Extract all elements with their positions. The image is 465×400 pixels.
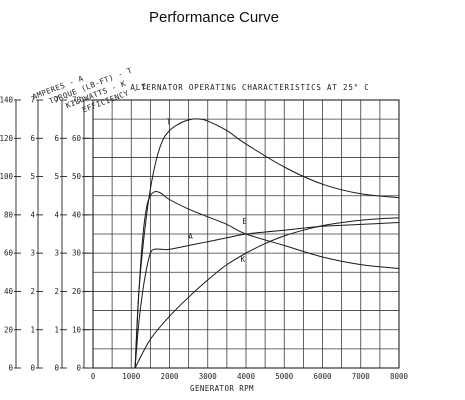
scale-torque: 0 1 2 3 4 5 6 7 — [30, 96, 43, 373]
scale-tick-label: 0 — [8, 364, 13, 373]
x-axis-label: GENERATOR RPM — [190, 384, 254, 393]
series-curves: T E A K — [134, 118, 400, 369]
x-tick-label: 8000 — [390, 372, 409, 381]
scale-kilowatts: 0 1 2 3 4 5 6 7 — [54, 96, 67, 373]
scale-tick-label: 2 — [54, 287, 59, 296]
scale-tick-label: 4 — [30, 210, 35, 219]
scale-tick-label: 30 — [72, 249, 82, 258]
scale-tick-label: 5 — [30, 172, 35, 181]
x-tick-labels: 0 1000 2000 3000 4000 5000 6000 7000 8000 — [91, 372, 409, 381]
scale-tick-label: 100 — [0, 172, 13, 181]
scale-tick-label: 2 — [30, 287, 35, 296]
page-title: Performance Curve — [149, 9, 279, 26]
x-tick-label: 4000 — [237, 372, 256, 381]
scale-tick-label: 70 — [72, 96, 82, 105]
scale-tick-label: 20 — [4, 325, 14, 334]
scale-tick-label: 1 — [30, 325, 35, 334]
series-k-line — [134, 217, 400, 369]
x-tick-label: 2000 — [160, 372, 179, 381]
series-a-line — [134, 222, 400, 369]
scale-tick-label: 60 — [4, 249, 14, 258]
scale-tick-label: 40 — [72, 210, 82, 219]
scale-tick-label: 140 — [0, 96, 13, 105]
scale-tick-label: 3 — [30, 249, 35, 258]
scale-tick-label: 7 — [54, 96, 59, 105]
scale-tick-label: 0 — [76, 364, 81, 373]
scale-amperes: 0 20 40 60 80 100 120 140 — [0, 96, 21, 373]
scale-tick-label: 120 — [0, 134, 13, 143]
scale-tick-label: 50 — [72, 172, 82, 181]
x-tick-label: 6000 — [313, 372, 332, 381]
series-t-label: T — [167, 118, 172, 127]
x-tick-label: 1000 — [122, 372, 141, 381]
series-t-line — [134, 118, 400, 369]
series-k-label: K — [241, 255, 246, 264]
scale-tick-label: 0 — [30, 364, 35, 373]
series-a-label: A — [188, 232, 193, 241]
scale-tick-label: 3 — [54, 249, 59, 258]
series-e-label: E — [242, 217, 247, 226]
scale-tick-label: 40 — [4, 287, 14, 296]
plot-frame — [92, 99, 400, 369]
series-e-line — [134, 191, 400, 369]
scale-tick-label: 6 — [30, 134, 35, 143]
scale-efficiency: 0 10 20 30 40 50 60 70 — [72, 96, 89, 373]
chart-title: ALTERNATOR OPERATING CHARACTERISTICS AT … — [130, 83, 369, 92]
scale-tick-label: 10 — [72, 325, 82, 334]
scale-tick-label: 5 — [54, 172, 59, 181]
x-tick-label: 0 — [91, 372, 96, 381]
y-scales: 0204060801001201400123456701234567010203… — [0, 96, 93, 373]
x-tick-label: 3000 — [199, 372, 218, 381]
scale-tick-label: 0 — [54, 364, 59, 373]
scale-tick-label: 4 — [54, 210, 59, 219]
scale-tick-label: 6 — [54, 134, 59, 143]
scale-tick-label: 20 — [72, 287, 82, 296]
scale-tick-label: 80 — [4, 210, 14, 219]
scale-tick-label: 60 — [72, 134, 82, 143]
scale-tick-label: 7 — [30, 96, 35, 105]
scale-tick-label: 1 — [54, 325, 59, 334]
x-tick-label: 5000 — [275, 372, 294, 381]
x-tick-label: 7000 — [352, 372, 371, 381]
